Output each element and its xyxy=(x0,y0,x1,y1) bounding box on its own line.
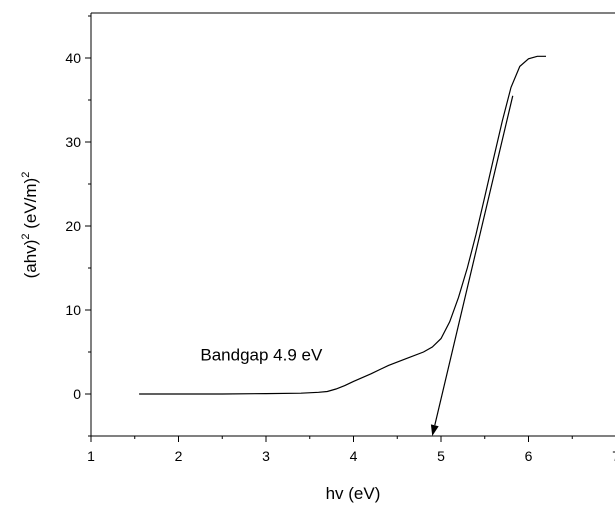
y-tick-label: 0 xyxy=(73,386,81,402)
x-tick-label: 5 xyxy=(437,448,445,464)
y-title-sup1: 2 xyxy=(20,234,32,240)
y-axis-ticks: 0 10 20 30 40 xyxy=(65,15,91,437)
x-tick-label: 7 xyxy=(612,448,615,464)
x-tick-label: 6 xyxy=(525,448,533,464)
series-line xyxy=(139,55,546,395)
y-title-base: (ahv) xyxy=(21,240,40,279)
y-tick-label: 30 xyxy=(65,134,81,150)
x-tick-label: 3 xyxy=(262,448,270,464)
y-tick-label: 20 xyxy=(65,218,81,234)
arrowhead xyxy=(430,424,439,436)
plot-frame xyxy=(90,12,615,437)
y-axis-title: (ahv)2 (eV/m)2 xyxy=(20,172,40,279)
y-title-sup2: 2 xyxy=(20,172,32,178)
y-title-units: (eV/m) xyxy=(21,178,40,234)
y-tick-label: 10 xyxy=(65,302,81,318)
x-tick-label: 1 xyxy=(87,448,95,464)
y-tick-label: 40 xyxy=(65,50,81,66)
x-axis-ticks: 1 2 3 4 5 6 7 xyxy=(87,436,615,464)
x-tick-label: 2 xyxy=(175,448,183,464)
x-tick-label: 4 xyxy=(350,448,358,464)
bandgap-annotation: Bandgap 4.9 eV xyxy=(200,346,323,365)
x-axis-title: hv (eV) xyxy=(326,484,381,503)
tangent-fit-line xyxy=(434,95,514,426)
